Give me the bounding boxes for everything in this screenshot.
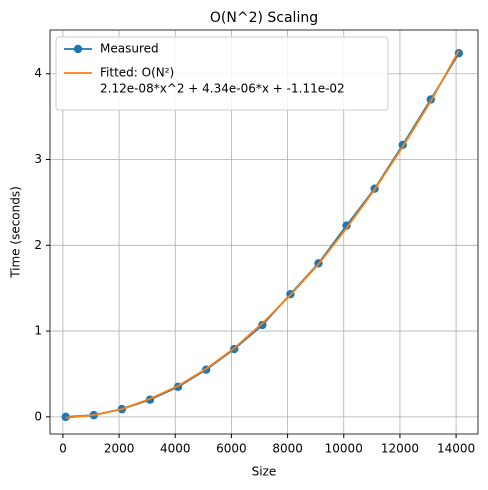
data-point (342, 221, 351, 230)
y-axis-label: Time (seconds) (9, 186, 23, 279)
x-tick-label: 8000 (272, 442, 303, 456)
y-tick-label: 3 (34, 152, 42, 166)
chart-title: O(N^2) Scaling (210, 10, 318, 26)
x-tick-label: 0 (59, 442, 67, 456)
legend-box (55, 36, 389, 111)
y-tick-label: 0 (34, 409, 42, 423)
legend-marker (73, 44, 83, 54)
legend: Measured Fitted: O(N²) 2.12e-08*x^2 + 4.34… (55, 36, 389, 111)
x-tick-label: 6000 (216, 442, 247, 456)
x-tick-label: 14000 (437, 442, 475, 456)
x-axis-label: Size (252, 465, 277, 479)
x-tick-label: 12000 (381, 442, 419, 456)
legend-equation: 2.12e-08*x^2 + 4.34e-06*x + -1.11e-02 (100, 82, 345, 96)
y-tick-label: 4 (34, 66, 42, 80)
x-tick-label: 4000 (160, 442, 191, 456)
legend-label: Measured (100, 42, 159, 56)
x-tick-label: 2000 (104, 442, 135, 456)
y-tick-label: 1 (34, 324, 42, 338)
data-point (258, 320, 267, 330)
y-tick-label: 2 (34, 238, 42, 252)
x-tick-label: 10000 (325, 442, 363, 456)
plot-frame (49, 29, 479, 435)
legend-label: Fitted: O(N²) (100, 66, 174, 80)
series-line (65, 50, 460, 419)
